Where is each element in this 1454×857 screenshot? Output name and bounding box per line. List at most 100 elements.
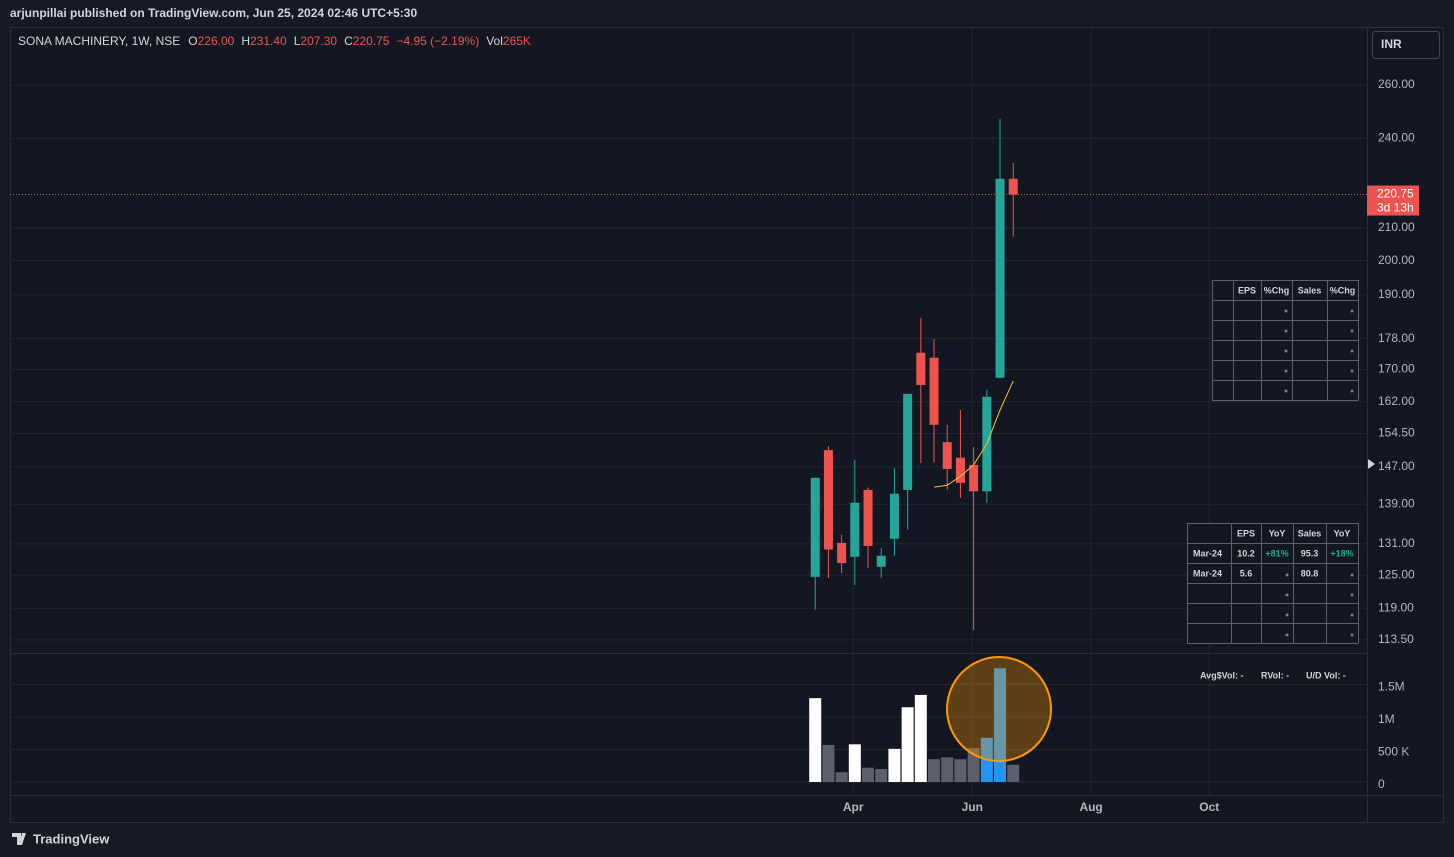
vol-value: 265K xyxy=(503,34,531,48)
grid xyxy=(10,28,1367,795)
volume-bar xyxy=(994,668,1007,783)
y-tick-label: 190.00 xyxy=(1378,287,1415,301)
candle-body xyxy=(876,555,886,567)
currency: INR xyxy=(1381,37,1402,51)
y-tick-label: 125.00 xyxy=(1378,567,1415,581)
empty-dot xyxy=(1350,613,1354,617)
candle-body xyxy=(889,493,899,539)
candle-body xyxy=(810,477,820,577)
volume-tick-label: 1M xyxy=(1378,712,1395,726)
y-tick-label: 131.00 xyxy=(1378,536,1415,550)
candle-body xyxy=(955,457,965,483)
candle-body xyxy=(863,489,873,546)
table-cell: Mar-24 xyxy=(1193,548,1222,558)
moving-average xyxy=(933,380,1014,488)
volume-bar xyxy=(848,744,861,783)
candle-body xyxy=(850,502,860,557)
volume-tick-label: 1.5M xyxy=(1378,680,1405,694)
candle-body xyxy=(916,352,926,385)
empty-dot xyxy=(1350,369,1354,373)
y-tick-label: 154.50 xyxy=(1378,426,1415,440)
countdown: 3d 13h xyxy=(1377,201,1414,215)
h-label: H xyxy=(241,34,250,48)
empty-dot xyxy=(1284,309,1288,313)
o-label: O xyxy=(188,34,197,48)
x-tick-label: Aug xyxy=(1079,800,1102,814)
table-header: Sales xyxy=(1298,528,1322,538)
y-tick-label: 240.00 xyxy=(1378,131,1415,145)
table-header: %Chg xyxy=(1264,285,1290,295)
y-tick-label: 178.00 xyxy=(1378,331,1415,345)
table-cell: 80.8 xyxy=(1301,568,1319,578)
volume-bar xyxy=(928,759,941,783)
logo xyxy=(12,833,26,845)
table-cell: 95.3 xyxy=(1301,548,1319,558)
empty-dot xyxy=(1350,389,1354,393)
l-value: 207.30 xyxy=(300,34,337,48)
empty-dot xyxy=(1284,329,1288,333)
volume-bar xyxy=(1007,764,1020,783)
vol-label: Vol xyxy=(486,34,503,48)
table-cell: Mar-24 xyxy=(1193,568,1222,578)
volume-bar xyxy=(835,772,848,783)
candle-body xyxy=(929,357,939,425)
price-marker xyxy=(1368,459,1375,469)
empty-dot xyxy=(1284,389,1288,393)
x-tick-label: Apr xyxy=(843,800,864,814)
y-tick-label: 119.00 xyxy=(1378,600,1414,614)
table-header: YoY xyxy=(1269,528,1286,538)
volume-bar xyxy=(914,694,927,783)
candle-body xyxy=(969,464,979,492)
volume-stat: RVol: - xyxy=(1261,670,1289,680)
empty-dot xyxy=(1284,369,1288,373)
symbol: SONA MACHINERY, 1W, NSE xyxy=(18,34,180,48)
volume-tick-label: 0 xyxy=(1378,777,1385,791)
table-header: YoY xyxy=(1334,528,1351,538)
table-header: EPS xyxy=(1238,285,1256,295)
candle-body xyxy=(995,178,1005,378)
y-tick-label: 170.00 xyxy=(1378,362,1415,376)
y-tick-label: 200.00 xyxy=(1378,253,1415,267)
candle-body xyxy=(823,450,833,550)
table-cell: +18% xyxy=(1330,548,1353,558)
last-price-label: 220.75 xyxy=(1377,187,1414,201)
volume-bar xyxy=(822,744,835,783)
table-header: Sales xyxy=(1298,285,1322,295)
brand: TradingView xyxy=(33,831,110,846)
empty-dot xyxy=(1285,593,1289,597)
empty-dot xyxy=(1285,613,1289,617)
empty-dot xyxy=(1350,593,1354,597)
volume-bar xyxy=(901,707,914,783)
table-cell: 10.2 xyxy=(1237,548,1255,558)
empty-dot xyxy=(1350,309,1354,313)
y-tick-label: 210.00 xyxy=(1378,220,1415,234)
chart-panel xyxy=(10,27,1444,823)
candle-body xyxy=(1008,178,1018,195)
empty-dot xyxy=(1285,633,1289,637)
volume-bar xyxy=(862,767,875,783)
empty-dot xyxy=(1285,573,1289,577)
y-tick-label: 260.00 xyxy=(1378,77,1415,91)
volume-tick-label: 500 K xyxy=(1378,745,1409,759)
volume-bar xyxy=(809,698,822,783)
table-header: EPS xyxy=(1237,528,1255,538)
volume-stat: Avg$Vol: - xyxy=(1200,670,1244,680)
empty-dot xyxy=(1350,573,1354,577)
empty-dot xyxy=(1350,349,1354,353)
currency-box[interactable] xyxy=(1372,31,1440,59)
table-cell: +81% xyxy=(1265,548,1288,558)
l-label: L xyxy=(294,34,301,48)
candle-body xyxy=(903,393,913,490)
volume-stat: U/D Vol: - xyxy=(1306,670,1346,680)
last-price-box xyxy=(1367,185,1419,216)
table-header: %Chg xyxy=(1330,285,1356,295)
table-cell: 5.6 xyxy=(1240,568,1253,578)
volume-bar xyxy=(954,759,967,783)
c-value: 220.75 xyxy=(353,34,390,48)
h-value: 231.40 xyxy=(250,34,287,48)
change: −4.95 (−2.19%) xyxy=(396,34,479,48)
c-label: C xyxy=(344,34,353,48)
volume-bar xyxy=(875,769,888,783)
y-tick-label: 139.00 xyxy=(1378,496,1415,510)
